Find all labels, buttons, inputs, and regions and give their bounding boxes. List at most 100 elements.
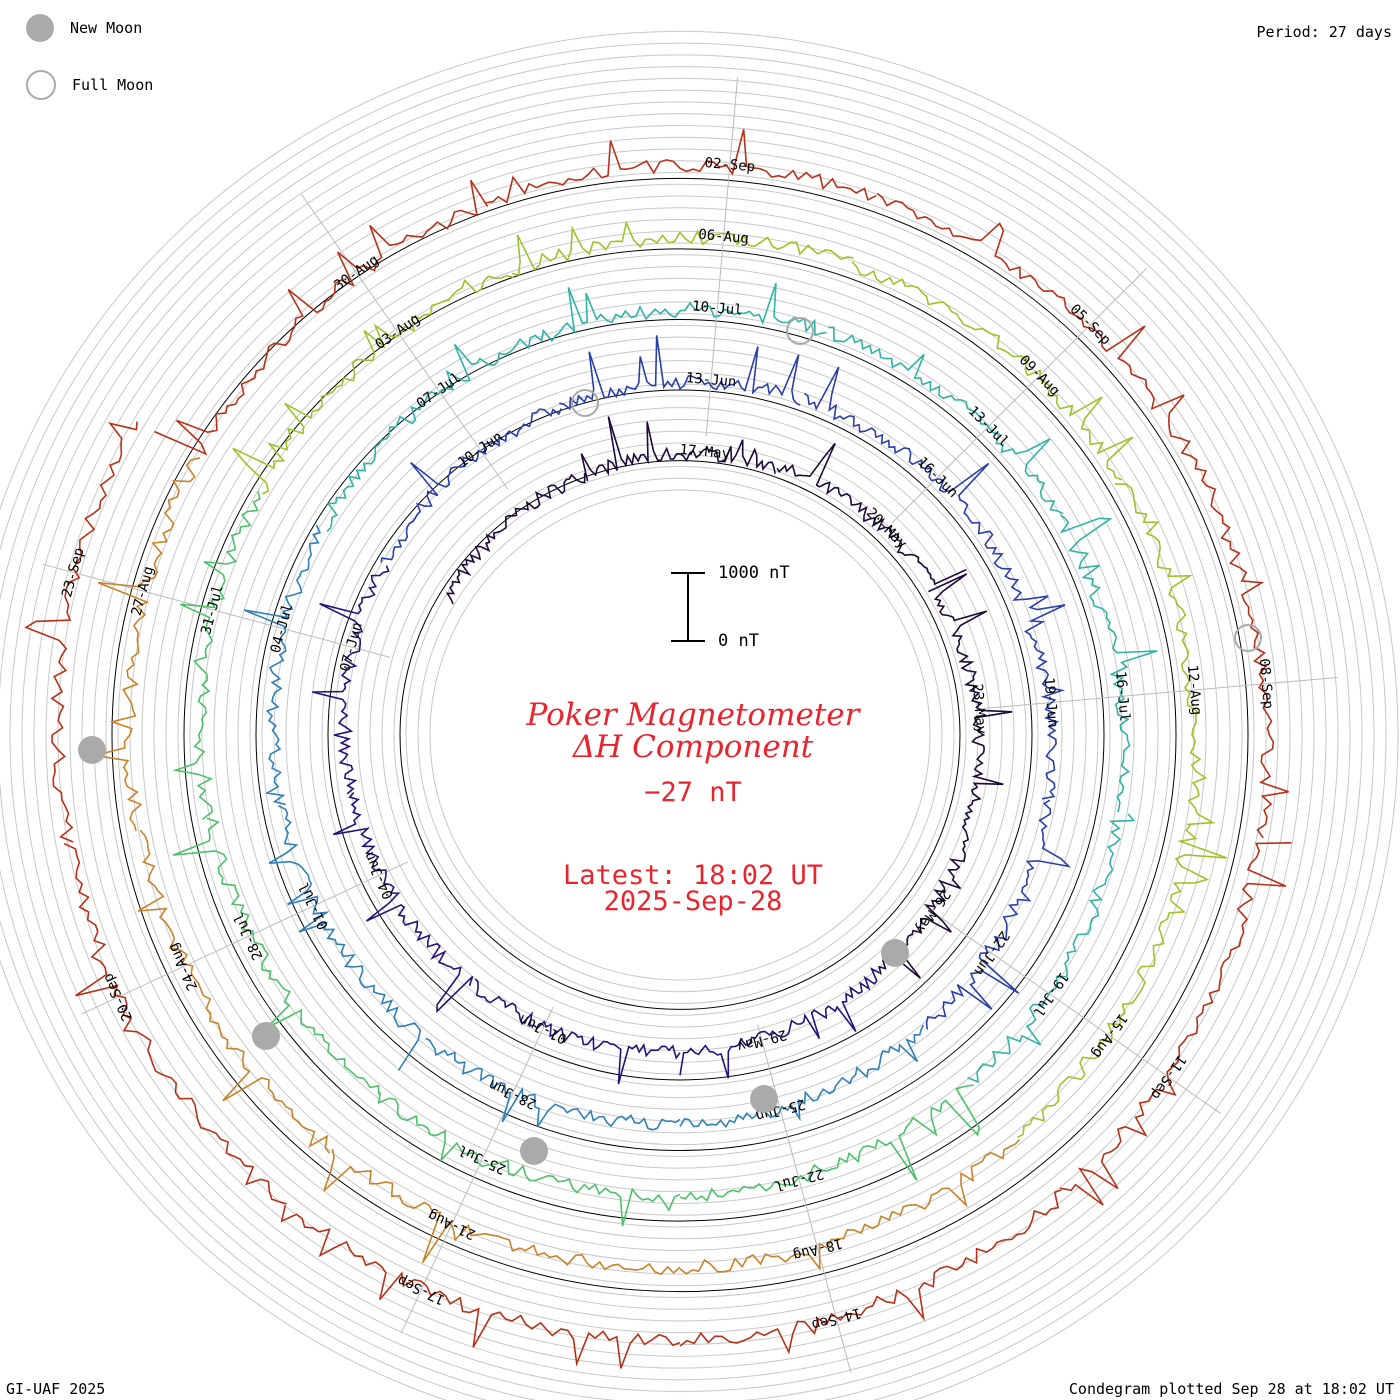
date-label: 16-Jul: [1112, 670, 1132, 722]
new-moon-marker: [520, 1137, 548, 1165]
scale-top-label: 1000 nT: [718, 563, 790, 583]
grid-ring: [297, 360, 1063, 1110]
trace-segment: [580, 416, 776, 482]
grid-ring: [81, 148, 1279, 1322]
grid-ring: [357, 418, 1003, 1052]
trace-segment: [679, 1188, 1062, 1355]
trace-segment: [172, 491, 261, 820]
grid-ring: [117, 183, 1243, 1287]
legend-full-moon-label: Full Moon: [72, 76, 154, 94]
footer-credit: GI-UAF 2025: [6, 1380, 106, 1398]
date-label: 06-Aug: [698, 227, 750, 247]
date-label: 29-May: [735, 1026, 788, 1055]
grid-ring: [237, 301, 1123, 1169]
trace-segment: [474, 978, 681, 1085]
day-spokes: [42, 77, 1338, 1373]
date-label: 24-Aug: [165, 940, 201, 993]
trace-segment: [486, 129, 877, 204]
grid-ring: [153, 219, 1207, 1251]
trace-segment: [876, 192, 1189, 443]
trace-segment: [925, 799, 1072, 1030]
chart-title: Poker Magnetometer: [526, 697, 860, 733]
day-spoke: [757, 1024, 852, 1373]
trace-segment: [776, 442, 967, 586]
date-label: 10-Jun: [455, 429, 506, 471]
full-moon-marker: [786, 317, 814, 345]
base-ring: [183, 248, 1177, 1222]
date-label: 27-Aug: [129, 565, 158, 618]
day-spoke: [400, 1006, 554, 1334]
trace-segment: [268, 805, 422, 1071]
grid-ring: [93, 160, 1267, 1310]
full-moon-marker: [571, 389, 599, 417]
trace-segment: [425, 1037, 681, 1131]
data-traces: [24, 129, 1292, 1369]
trace-segment: [377, 1092, 681, 1227]
footer-plot-time: Condegram plotted Sep 28 at 18:02 UT: [1068, 1380, 1394, 1398]
legend-full-moon: Full Moon: [26, 70, 153, 100]
trace-segment: [1059, 514, 1158, 813]
trace-segment: [326, 335, 536, 532]
grid-ring: [0, 42, 1387, 1400]
grid-ring: [45, 113, 1315, 1357]
date-label: 07-Jun: [337, 620, 366, 673]
trace-segment: [928, 573, 1013, 788]
grid-ring: [285, 348, 1075, 1122]
date-label: 25-Jul: [456, 1141, 509, 1177]
grid-ring: [9, 77, 1351, 1393]
trace-segment: [967, 813, 1136, 1084]
grid-ring: [405, 465, 955, 1005]
grid-ring: [201, 266, 1159, 1204]
trace-segment: [679, 1024, 925, 1129]
day-spoke: [891, 267, 1148, 524]
full-moon-marker: [1234, 624, 1262, 652]
trace-segment: [323, 1148, 681, 1276]
grid-ring: [369, 430, 991, 1040]
trace-segment: [137, 829, 330, 1154]
grid-ring: [249, 313, 1111, 1157]
date-label: 10-Jul: [691, 298, 743, 318]
new-moon-marker: [78, 736, 106, 764]
trace-segment: [1017, 824, 1227, 1139]
base-ring: [327, 389, 1033, 1081]
trace-segment: [243, 524, 322, 806]
grid-ring: [105, 171, 1255, 1299]
trace-segment: [232, 274, 514, 495]
new-moon-icon: [26, 14, 54, 42]
scale-bar: [671, 572, 705, 642]
new-moon-marker: [881, 939, 909, 967]
grid-ring: [141, 207, 1219, 1263]
trace-segment: [803, 366, 997, 555]
date-label: 18-Aug: [791, 1235, 844, 1264]
new-moon-marker: [750, 1085, 778, 1113]
trace-segment: [511, 220, 854, 276]
trace-segment: [95, 457, 201, 832]
date-label: 07-Jul: [414, 370, 465, 412]
trace-segment: [679, 1084, 981, 1202]
date-label: 23-May: [969, 683, 989, 735]
current-value: −27 nT: [644, 777, 742, 808]
grid-ring: [381, 442, 979, 1028]
base-ring: [255, 318, 1105, 1152]
grid-ring: [261, 324, 1099, 1146]
grid-ring: [189, 254, 1171, 1216]
trace-segment: [1180, 440, 1289, 839]
grid-ring: [225, 289, 1135, 1181]
trace-segment: [63, 842, 287, 1205]
date-label: 23-Sep: [59, 546, 88, 599]
date-label: 02-Sep: [704, 155, 756, 175]
date-label: 08-Sep: [1256, 658, 1276, 710]
trace-segment: [559, 335, 801, 411]
base-ring: [399, 460, 961, 1010]
date-label: 31-Jul: [198, 583, 227, 636]
latest-time: Latest: 18:02 UT: [562, 860, 824, 891]
grid-ring: [69, 136, 1291, 1334]
period-label: Period: 27 days: [1256, 23, 1392, 41]
trace-segment: [1114, 483, 1216, 826]
day-spoke: [42, 563, 391, 658]
day-spoke: [978, 676, 1338, 710]
grid-ring: [321, 383, 1039, 1087]
trace-segment: [280, 1205, 681, 1369]
trace-segment: [312, 565, 390, 795]
